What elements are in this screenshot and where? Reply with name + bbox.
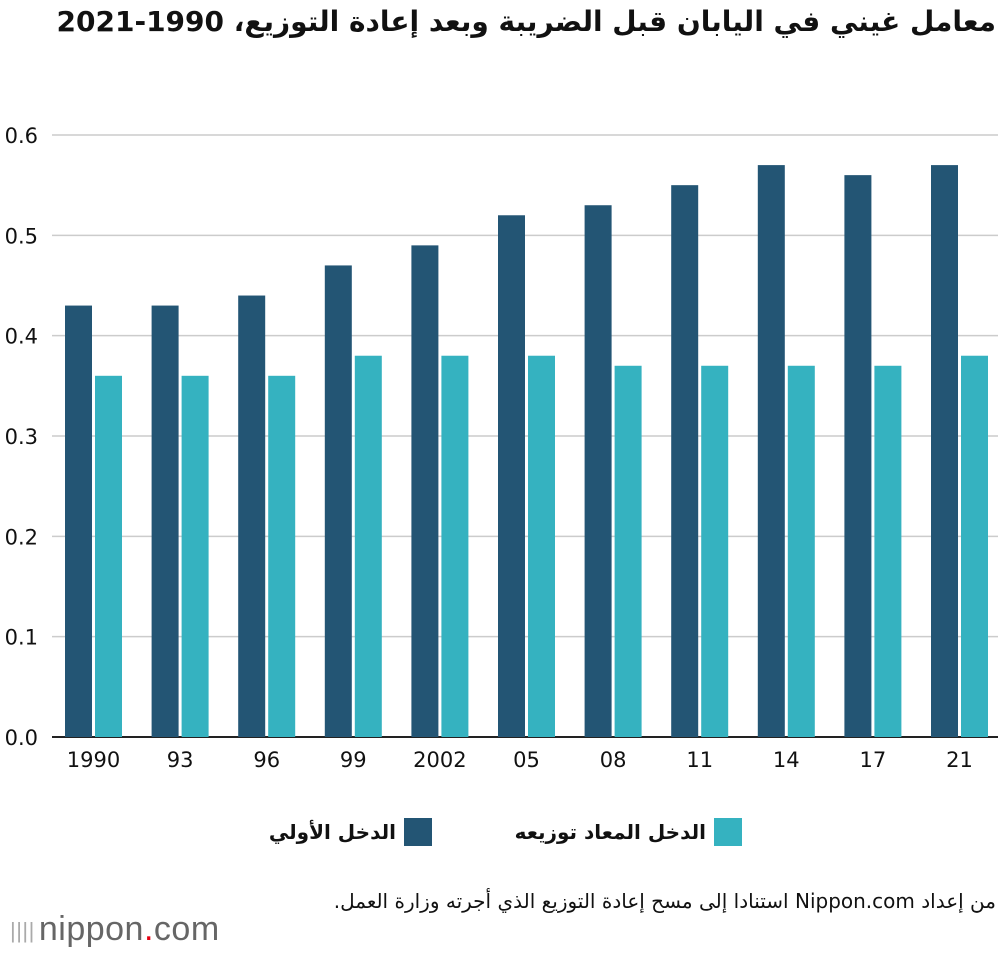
x-tick-label: 05 <box>513 748 540 772</box>
legend-swatch-redistributed <box>714 818 742 846</box>
bar-primary <box>757 165 785 738</box>
bar-primary <box>844 175 872 738</box>
legend-item-redistributed: الدخل المعاد توزيعه <box>515 818 742 846</box>
bar-chart: 0.0 0.1 0.2 0.3 0.4 0.5 0.6 1990 93 96 99 2002 05 08 1… <box>5 124 998 772</box>
bar-redistributed <box>354 355 382 737</box>
x-tick-label: 1990 <box>67 748 120 772</box>
legend-swatch-primary <box>404 818 432 846</box>
bar-redistributed <box>441 355 469 737</box>
x-tick-label: 2002 <box>413 748 466 772</box>
y-tick-label: 0.1 <box>5 626 38 650</box>
y-tick-label: 0.3 <box>5 425 38 449</box>
logo-bars-icon: |||| <box>10 918 35 944</box>
bar-primary <box>584 205 612 737</box>
y-tick-label: 0.6 <box>5 124 38 148</box>
bar-primary <box>498 215 525 737</box>
bar-primary <box>324 265 352 737</box>
x-tick-label: 99 <box>340 748 367 772</box>
bar-redistributed <box>181 375 209 737</box>
bar-primary <box>411 245 439 737</box>
logo-text: nippon <box>38 910 144 948</box>
logo-suffix: com <box>153 910 220 948</box>
legend-label-redistributed: الدخل المعاد توزيعه <box>514 820 706 844</box>
bar-primary <box>65 305 92 737</box>
source-note: من إعداد Nippon.com استنادا إلى مسح إعاد… <box>333 889 996 913</box>
x-tick-label: 93 <box>167 748 194 772</box>
y-tick-label: 0.0 <box>5 726 38 750</box>
x-tick-label: 08 <box>600 748 627 772</box>
bar-primary <box>151 305 179 737</box>
bar-redistributed <box>95 375 122 737</box>
bar-primary <box>238 295 266 737</box>
bar-redistributed <box>528 355 555 737</box>
bar-primary <box>671 185 699 737</box>
x-tick-label: 17 <box>860 748 887 772</box>
x-tick-label: 21 <box>946 748 973 772</box>
x-tick-label: 14 <box>773 748 800 772</box>
bar-primary <box>931 165 958 738</box>
bar-redistributed <box>961 355 988 737</box>
x-tick-label: 96 <box>253 748 280 772</box>
bar-redistributed <box>614 365 642 737</box>
bar-redistributed <box>787 365 815 737</box>
y-tick-label: 0.5 <box>5 224 38 248</box>
x-tick-label: 11 <box>686 748 713 772</box>
bar-redistributed <box>874 365 902 737</box>
chart-title: معامل غيني في اليابان قبل الضريبة وبعد إ… <box>56 5 997 38</box>
y-tick-label: 0.4 <box>5 325 38 349</box>
y-tick-label: 0.2 <box>5 525 38 549</box>
legend-label-primary: الدخل الأولي <box>268 820 396 844</box>
bar-redistributed <box>701 365 729 737</box>
nippon-logo: |||| nippon.com <box>10 910 220 949</box>
logo-dot: . <box>143 910 154 948</box>
legend-item-primary: الدخل الأولي <box>269 818 432 846</box>
bar-redistributed <box>268 375 296 737</box>
